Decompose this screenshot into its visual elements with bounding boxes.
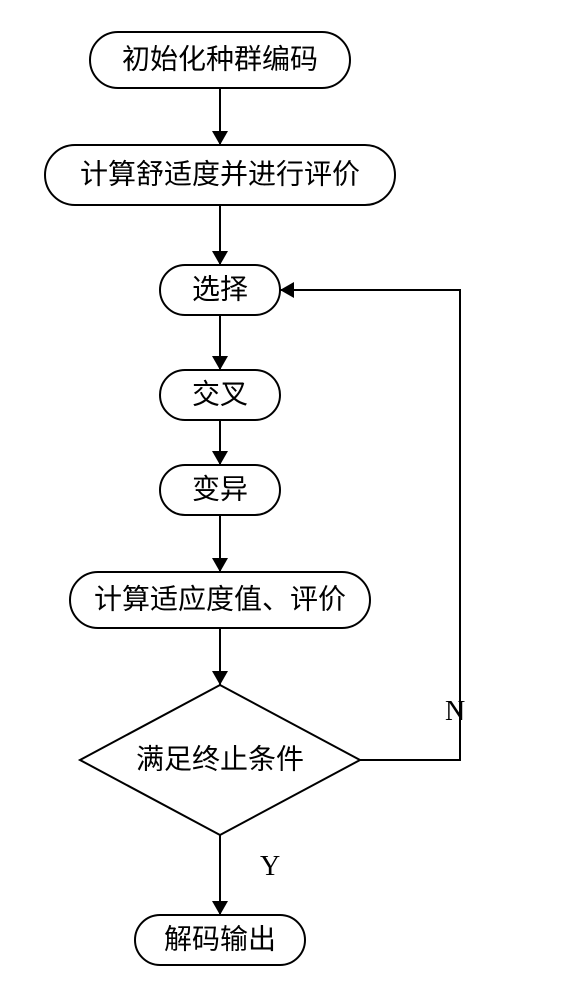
flow-node: 计算适应度值、评价 [70, 572, 370, 628]
node-label: 计算适应度值、评价 [94, 583, 346, 615]
flow-edge [212, 205, 228, 265]
node-label: 初始化种群编码 [122, 43, 318, 75]
flow-node: 解码输出 [135, 915, 305, 965]
arrowhead [212, 251, 228, 265]
flow-node: 计算舒适度并进行评价 [45, 145, 395, 205]
arrowhead [212, 356, 228, 370]
flow-node: 变异 [160, 465, 280, 515]
edge-label: Y [260, 851, 280, 882]
edge-label: N [445, 696, 465, 727]
node-label: 交叉 [192, 378, 248, 410]
flow-node: 满足终止条件 [80, 685, 360, 835]
arrowhead [280, 282, 294, 298]
node-label: 选择 [192, 273, 248, 305]
arrowhead [212, 901, 228, 915]
flow-edge [212, 420, 228, 465]
flow-edge [212, 315, 228, 370]
flow-node: 初始化种群编码 [90, 32, 350, 88]
node-label: 满足终止条件 [136, 743, 304, 775]
node-label: 计算舒适度并进行评价 [80, 158, 360, 190]
arrowhead [212, 131, 228, 145]
flow-node: 交叉 [160, 370, 280, 420]
flow-edge: Y [212, 835, 280, 915]
arrowhead [212, 671, 228, 685]
flow-edge [212, 515, 228, 572]
flow-node: 选择 [160, 265, 280, 315]
node-label: 变异 [192, 473, 248, 505]
arrowhead [212, 558, 228, 572]
arrowhead [212, 451, 228, 465]
flow-edge [212, 88, 228, 145]
flow-edge: N [280, 282, 465, 760]
flow-edge [212, 628, 228, 685]
node-label: 解码输出 [164, 923, 276, 955]
